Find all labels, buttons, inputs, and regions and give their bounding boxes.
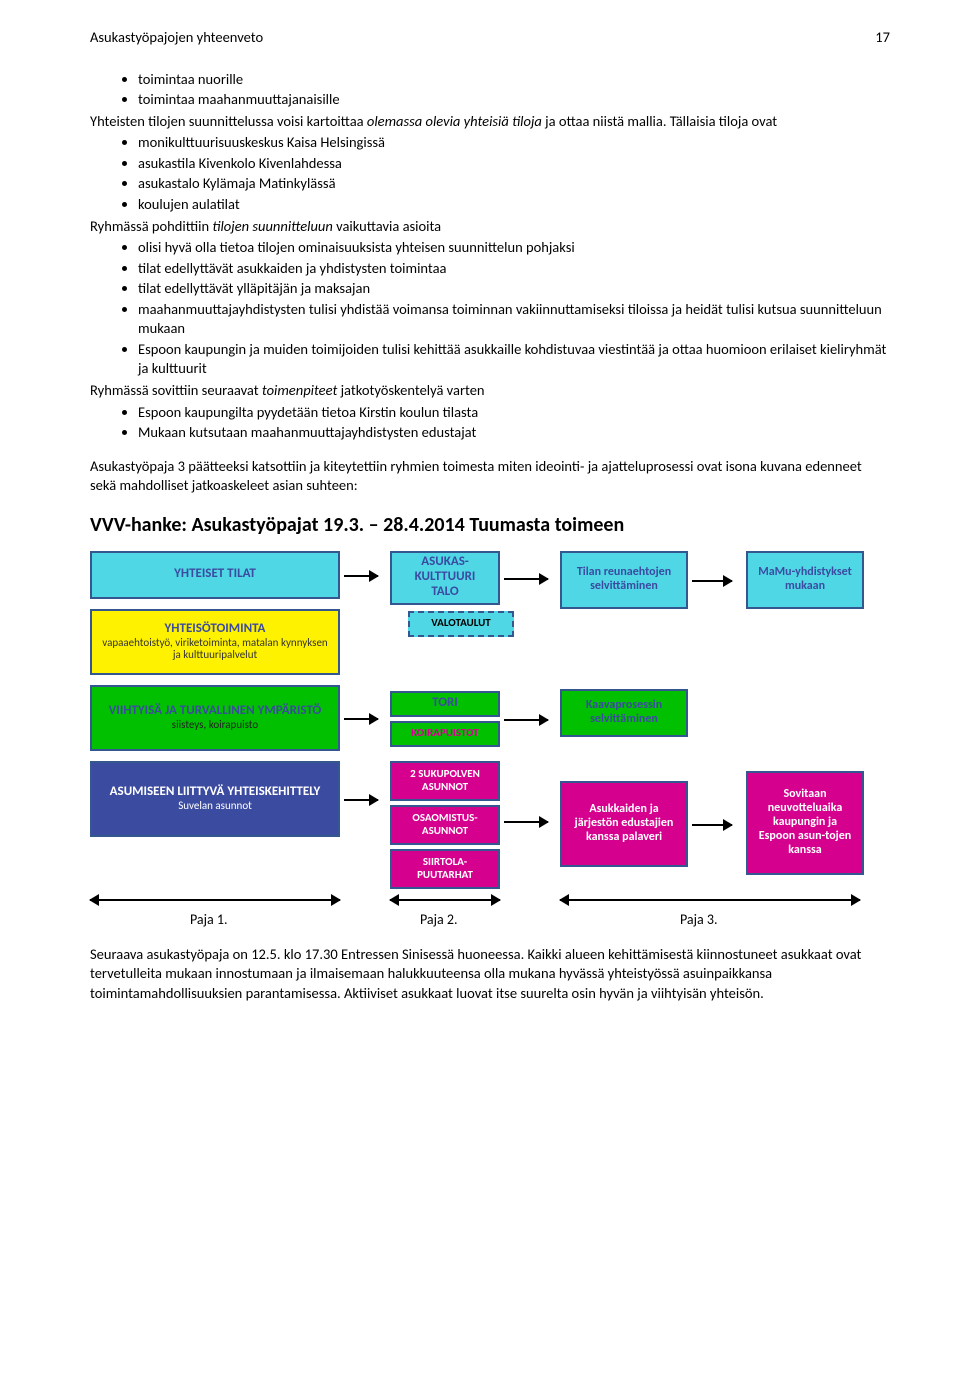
bullets-2: monikulttuurisuuskeskus Kaisa Helsingiss…: [90, 133, 890, 214]
diagram-box: 2 SUKUPOLVEN ASUNNOT: [390, 761, 500, 801]
bullets-4: Espoon kaupungilta pyydetään tietoa Kirs…: [90, 403, 890, 443]
paja-label: Paja 3.: [680, 911, 718, 930]
diagram-box: SIIRTOLA-PUUTARHAT: [390, 849, 500, 889]
paja-label: Paja 1.: [190, 911, 228, 930]
diagram-box: Sovitaan neuvotteluaika kaupungin ja Esp…: [746, 771, 864, 875]
list-item: koulujen aulatilat: [138, 195, 890, 215]
diagram-wrap: VVV-hanke: Asukastyöpajat 19.3. – 28.4.2…: [90, 512, 890, 935]
bullets-top: toimintaa nuorille toimintaa maahanmuutt…: [90, 70, 890, 110]
bullets-3: olisi hyvä olla tietoa tilojen ominaisuu…: [90, 238, 890, 379]
diagram-box: OSAOMISTUS-ASUNNOT: [390, 805, 500, 845]
range-arrow: [90, 899, 340, 901]
header-page-number: 17: [875, 28, 890, 48]
page-header: Asukastyöpajojen yhteenveto 17: [90, 28, 890, 48]
diagram-box: YHTEISET TILAT: [90, 551, 340, 599]
diagram-box: VALOTAULUT: [408, 611, 514, 637]
diagram-box: YHTEISÖTOIMINTAvapaaehtoistyö, viriketoi…: [90, 609, 340, 675]
paragraph-4: Asukastyöpaja 3 päätteeksi katsottiin ja…: [90, 457, 890, 496]
header-left: Asukastyöpajojen yhteenveto: [90, 28, 263, 48]
arrow: [692, 580, 732, 582]
paragraph-5: Seuraava asukastyöpaja on 12.5. klo 17.3…: [90, 945, 890, 1004]
arrow: [504, 719, 548, 721]
list-item: Mukaan kutsutaan maahanmuuttajayhdistyst…: [138, 423, 890, 443]
arrow: [344, 575, 378, 577]
diagram: YHTEISET TILAT YHTEISÖTOIMINTAvapaaehtois…: [90, 551, 890, 935]
diagram-box: Kaavaprosessin selvittäminen: [560, 689, 688, 737]
list-item: Espoon kaupungilta pyydetään tietoa Kirs…: [138, 403, 890, 423]
paragraph-3: Ryhmässä sovittiin seuraavat toimenpitee…: [90, 381, 890, 401]
range-arrow: [390, 899, 500, 901]
paragraph-2: Ryhmässä pohdittiin tilojen suunnitteluu…: [90, 217, 890, 237]
diagram-box: Asukkaiden ja järjestön edustajien kanss…: [560, 781, 688, 867]
diagram-box: VIIHTYISÄ JA TURVALLINEN YMPÄRISTÖsiiste…: [90, 685, 340, 751]
diagram-title: VVV-hanke: Asukastyöpajat 19.3. – 28.4.2…: [90, 512, 890, 539]
list-item: tilat edellyttävät ylläpitäjän ja maksaj…: [138, 279, 890, 299]
arrow: [692, 824, 732, 826]
list-item: Espoon kaupungin ja muiden toimijoiden t…: [138, 340, 890, 379]
diagram-box: MaMu-yhdistykset mukaan: [746, 551, 864, 609]
list-item: toimintaa nuorille: [138, 70, 890, 90]
range-arrow: [560, 899, 860, 901]
list-item: monikulttuurisuuskeskus Kaisa Helsingiss…: [138, 133, 890, 153]
diagram-box: TORI: [390, 691, 500, 717]
diagram-box: KOIRAPUISTOT: [390, 721, 500, 747]
paja-label: Paja 2.: [420, 911, 458, 930]
arrow: [344, 718, 378, 720]
list-item: olisi hyvä olla tietoa tilojen ominaisuu…: [138, 238, 890, 258]
list-item: tilat edellyttävät asukkaiden ja yhdisty…: [138, 259, 890, 279]
arrow: [504, 578, 548, 580]
list-item: asukastalo Kylämaja Matinkylässä: [138, 174, 890, 194]
list-item: toimintaa maahanmuuttajanaisille: [138, 90, 890, 110]
arrow: [504, 821, 548, 823]
arrow: [344, 799, 378, 801]
diagram-box: ASUMISEEN LIITTYVÄ YHTEISKEHITTELYSuvela…: [90, 761, 340, 837]
diagram-box: ASUKAS-KULTTUURITALO: [390, 551, 500, 605]
list-item: maahanmuuttajayhdistysten tulisi yhdistä…: [138, 300, 890, 339]
list-item: asukastila Kivenkolo Kivenlahdessa: [138, 154, 890, 174]
diagram-box: Tilan reunaehtojen selvittäminen: [560, 551, 688, 609]
paragraph-1: Yhteisten tilojen suunnittelussa voisi k…: [90, 112, 890, 132]
